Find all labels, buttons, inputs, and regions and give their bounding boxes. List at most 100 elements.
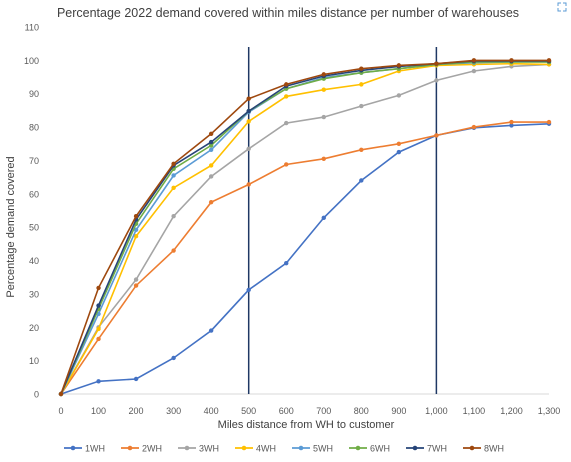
- data-point: [509, 119, 514, 125]
- data-point: [284, 162, 289, 167]
- data-point: [246, 287, 251, 293]
- data-point: [171, 355, 176, 361]
- data-point: [321, 114, 326, 120]
- data-point: [321, 87, 326, 92]
- y-tick-label: 10: [29, 356, 39, 366]
- data-point: [246, 146, 251, 151]
- legend-item: 4WH: [235, 444, 276, 454]
- data-point: [96, 326, 101, 332]
- data-point: [171, 173, 176, 178]
- legend-item: 8WH: [463, 444, 504, 454]
- data-point: [359, 147, 364, 152]
- legend-swatch-marker: [355, 445, 361, 451]
- data-point: [133, 376, 139, 382]
- data-point: [246, 108, 251, 114]
- x-tick-label: 300: [166, 406, 181, 416]
- data-point: [208, 131, 214, 136]
- x-tick-label: 900: [391, 406, 406, 416]
- legend-label: 8WH: [484, 444, 504, 454]
- data-point: [208, 199, 214, 205]
- legend-label: 2WH: [142, 444, 162, 454]
- series-line: [60, 123, 550, 395]
- x-tick-label: 600: [279, 406, 294, 416]
- data-point: [208, 143, 214, 148]
- x-tick-label: 200: [129, 406, 144, 416]
- y-tick-label: 90: [29, 89, 39, 99]
- x-tick-label: 1,100: [463, 406, 486, 416]
- y-tick-label: 110: [25, 23, 39, 33]
- data-point: [171, 213, 176, 219]
- data-point: [208, 147, 214, 152]
- data-point: [171, 185, 176, 191]
- data-point: [284, 261, 289, 266]
- x-tick-label: 700: [316, 406, 331, 416]
- data-point: [359, 178, 364, 183]
- series-group: [58, 58, 552, 397]
- x-tick-label: 100: [91, 406, 106, 416]
- y-tick-label: 40: [29, 256, 39, 266]
- legend-swatch-marker: [298, 445, 304, 451]
- legend-swatch-marker: [127, 445, 133, 451]
- legend-label: 7WH: [427, 444, 447, 454]
- x-tick-label: 800: [354, 406, 369, 416]
- y-tick-label: 0: [34, 390, 39, 400]
- data-point: [58, 391, 64, 397]
- data-point: [434, 78, 439, 83]
- y-tick-label: 60: [29, 189, 39, 199]
- y-tick-label: 100: [24, 56, 39, 66]
- series-8wh: [58, 58, 552, 397]
- x-tick-label: 1,000: [425, 406, 448, 416]
- data-point: [96, 303, 101, 308]
- data-point: [396, 63, 402, 68]
- legend: 1WH 2WH 3WH 4WH 5WH 6WH 7WH 8WH: [64, 444, 504, 454]
- series-line: [60, 121, 549, 395]
- legend-item: 6WH: [349, 444, 390, 454]
- y-tick-label: 50: [29, 223, 39, 233]
- data-point: [96, 285, 101, 291]
- data-point: [133, 227, 139, 233]
- legend-item: 5WH: [292, 444, 333, 454]
- x-tick-label: 400: [204, 406, 219, 416]
- data-point: [321, 72, 326, 77]
- data-point: [133, 283, 139, 288]
- data-point: [321, 156, 326, 161]
- data-point: [396, 93, 402, 98]
- legend-label: 5WH: [313, 444, 333, 454]
- data-point: [434, 61, 439, 66]
- legend-swatch-marker: [184, 445, 190, 451]
- data-point: [284, 82, 289, 87]
- legend-label: 6WH: [370, 444, 390, 454]
- data-point: [359, 103, 364, 109]
- series-line: [60, 61, 549, 395]
- data-point: [208, 163, 214, 168]
- data-point: [546, 58, 552, 63]
- data-point: [133, 213, 139, 219]
- series-7wh: [58, 58, 552, 397]
- data-point: [246, 182, 251, 187]
- data-point: [509, 123, 514, 128]
- y-tick-label: 20: [29, 323, 39, 333]
- legend-swatch-marker: [469, 445, 475, 451]
- data-point: [359, 82, 364, 87]
- expand-icon[interactable]: [557, 2, 567, 12]
- data-point: [396, 149, 402, 155]
- data-point: [546, 119, 552, 125]
- legend-label: 4WH: [256, 444, 276, 454]
- series-3wh: [58, 62, 552, 397]
- series-line: [60, 62, 550, 395]
- y-axis-label: Percentage demand covered: [5, 156, 17, 297]
- data-point: [284, 94, 289, 99]
- x-tick-label: 0: [58, 406, 63, 416]
- data-point: [208, 328, 214, 333]
- series-line: [60, 63, 550, 395]
- legend-item: 2WH: [121, 444, 162, 454]
- x-axis-label: Miles distance from WH to customer: [218, 419, 395, 431]
- data-point: [208, 174, 214, 179]
- axes: 0 10 20 30 40 50 60 70 80 90 100 110 0 100 200 300 400 50…: [24, 23, 560, 417]
- data-point: [359, 66, 364, 71]
- y-tick-label: 80: [29, 123, 39, 133]
- data-point: [471, 68, 477, 74]
- reference-lines: [247, 47, 438, 394]
